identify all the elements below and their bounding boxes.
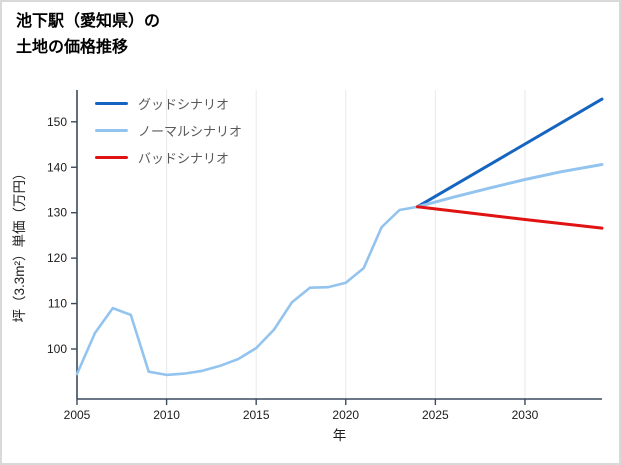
good-scenario-line-swatch [95,101,128,106]
normal-scenario-label: ノーマルシナリオ [138,124,243,139]
x-tick-label: 2030 [512,408,539,422]
y-tick-label: 140 [47,160,67,174]
y-tick-label: 130 [47,206,67,220]
y-axis-label: 坪（3.3m²）単価（万円） [12,166,27,322]
chart-title-line2: 土地の価格推移 [16,38,129,56]
chart-title: 池下駅（愛知県）の 土地の価格推移 [16,9,160,60]
bad-scenario-label: バッドシナリオ [138,151,230,166]
y-tick-label: 100 [47,342,67,356]
x-tick-label: 2010 [153,408,180,422]
x-tick-label: 2020 [332,408,359,422]
x-tick-label: 2025 [422,408,449,422]
normal-scenario-line [415,163,604,209]
y-tick-label: 150 [47,115,67,129]
chart-legend: グッドシナリオ ノーマルシナリオ バッドシナリオ [95,95,242,166]
bad-scenario-line-swatch [95,155,128,160]
normal-scenario-line-swatch [95,128,128,133]
x-axis-label: 年 [333,428,347,443]
good-scenario-line [415,97,604,209]
bad-scenario-line [415,205,604,230]
y-tick-label: 120 [47,251,67,265]
good-scenario-label: グッドシナリオ [138,97,230,112]
chart-title-line1: 池下駅（愛知県）の [16,13,161,30]
legend-item-normal-scenario: ノーマルシナリオ [95,122,242,139]
x-tick-label: 2015 [243,408,270,422]
legend-item-bad-scenario: バッドシナリオ [95,149,242,166]
x-tick-label: 2005 [64,408,91,422]
historical-price-line [75,205,419,377]
y-tick-label: 110 [48,297,67,311]
legend-item-good-scenario: グッドシナリオ [95,95,242,112]
